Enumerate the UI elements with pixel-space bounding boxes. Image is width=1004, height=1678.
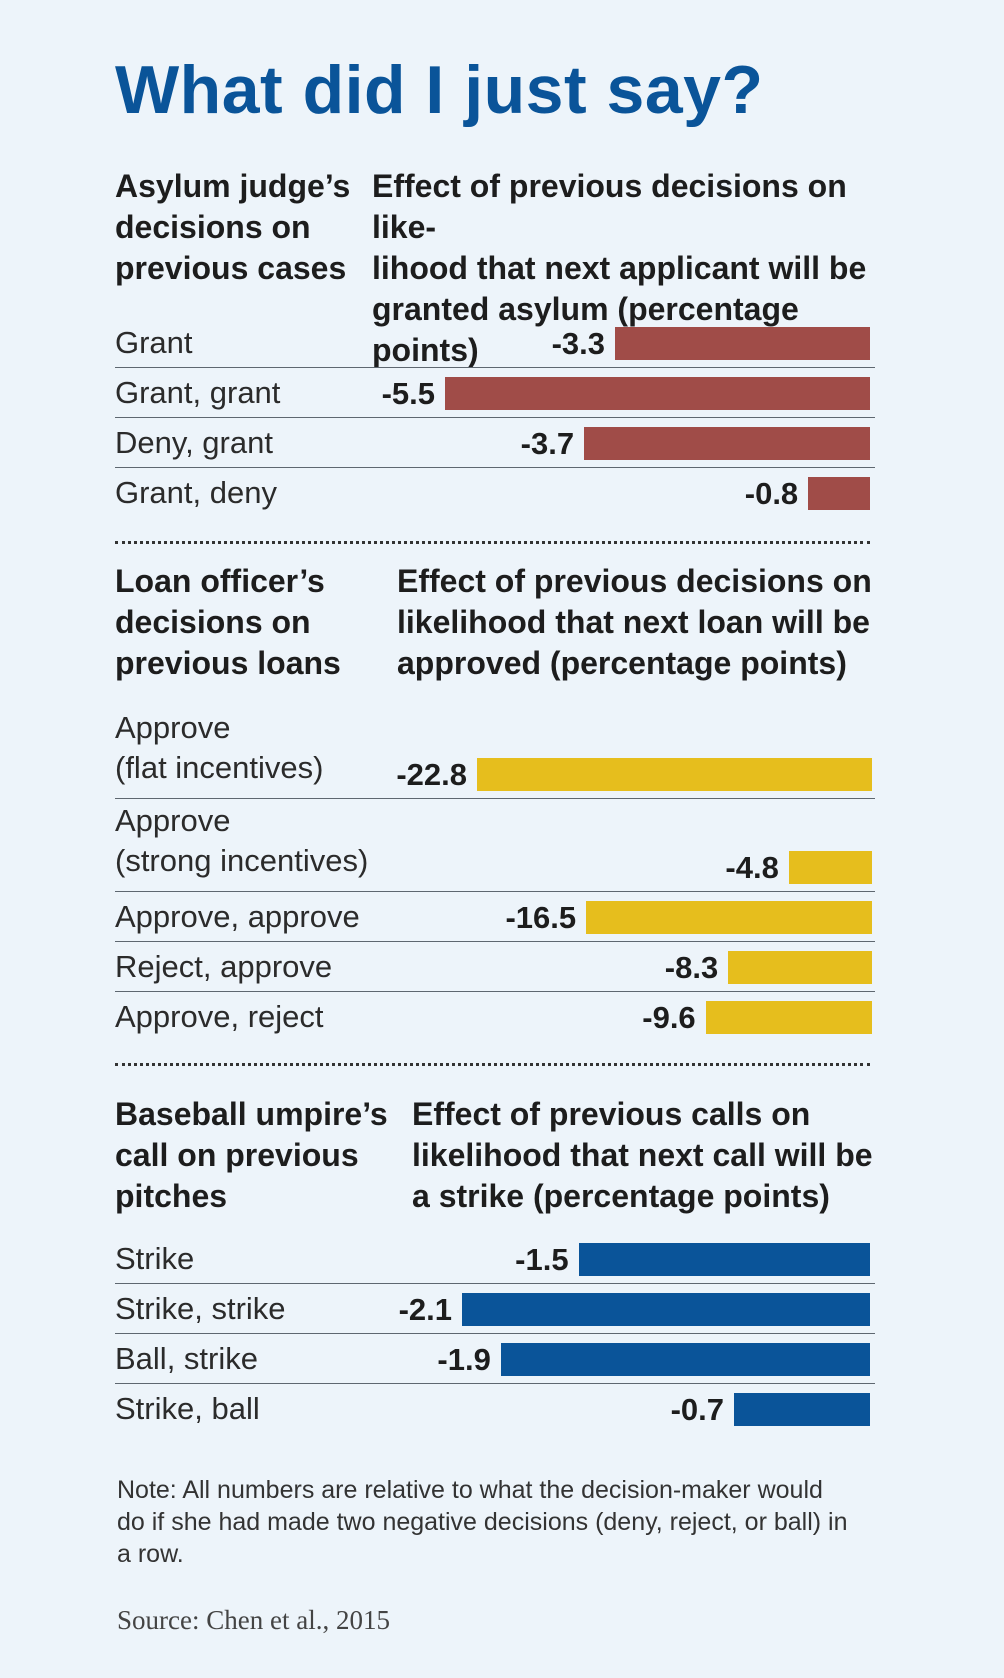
asylum-row-label: Grant, grant <box>115 375 281 410</box>
loan-value-label: -9.6 <box>642 1000 696 1035</box>
baseball-value-label: -2.1 <box>398 1292 452 1327</box>
baseball-row-label: Ball, strike <box>115 1341 258 1376</box>
loan-row: Approve (strong incentives) -4.8 <box>115 799 875 892</box>
baseball-bar <box>500 1343 870 1376</box>
baseball-bar <box>462 1293 870 1326</box>
baseball-row-label: Strike, strike <box>115 1291 286 1326</box>
asylum-right-header: Effect of previous decisions on like- li… <box>372 168 867 368</box>
loan-bar <box>728 951 872 984</box>
loan-row-label: Approve, reject <box>115 999 324 1034</box>
baseball-value-label: -1.5 <box>515 1242 569 1277</box>
asylum-row: Grant, deny -0.8 <box>115 468 875 518</box>
source-text: Source: Chen et al., 2015 <box>117 1605 390 1635</box>
loan-bar <box>477 758 872 791</box>
asylum-row-label: Deny, grant <box>115 425 273 460</box>
loan-right-header: Effect of previous decisions on likeliho… <box>397 563 872 681</box>
baseball-row-label: Strike, ball <box>115 1391 260 1426</box>
baseball-section: Baseball umpire’s call on previous pitch… <box>115 1094 875 1434</box>
baseball-row: Ball, strike -1.9 <box>115 1334 875 1384</box>
asylum-value-label: -0.8 <box>744 476 799 511</box>
asylum-row-label: Grant <box>115 325 193 360</box>
loan-section: Loan officer’s decisions on previous loa… <box>115 561 875 1041</box>
page-title: What did I just say? <box>115 52 764 128</box>
baseball-row-label: Strike <box>115 1241 195 1276</box>
loan-bar <box>788 851 872 884</box>
loan-row-label: Approve (strong incentives) <box>115 803 369 878</box>
loan-row: Approve, approve -16.5 <box>115 892 875 942</box>
loan-left-header: Loan officer’s decisions on previous loa… <box>115 563 341 681</box>
asylum-bar <box>445 377 870 410</box>
asylum-value-label: -5.5 <box>381 376 435 411</box>
loan-value-label: -16.5 <box>505 900 577 935</box>
asylum-bar-chart: Grant -3.3 Grant, grant -5.5 Deny, grant -3.7… <box>115 318 875 518</box>
loan-bar <box>705 1001 872 1034</box>
baseball-value-label: -0.7 <box>670 1392 724 1427</box>
asylum-row-label: Grant, deny <box>115 475 277 510</box>
loan-row: Approve (flat incentives) -22.8 <box>115 706 875 799</box>
baseball-right-header: Effect of previous calls on likelihood t… <box>412 1096 873 1214</box>
baseball-value-label: -1.9 <box>437 1342 491 1377</box>
asylum-row: Deny, grant -3.7 <box>115 418 875 468</box>
baseball-row: Strike, strike -2.1 <box>115 1284 875 1334</box>
asylum-row: Grant, grant -5.5 <box>115 368 875 418</box>
loan-bar <box>586 901 872 934</box>
baseball-row: Strike, ball -0.7 <box>115 1384 875 1434</box>
loan-value-label: -4.8 <box>725 850 779 885</box>
asylum-bar <box>584 427 870 460</box>
asylum-section: Asylum judge’s decisions on previous cas… <box>115 166 875 511</box>
asylum-value-label: -3.7 <box>520 426 575 461</box>
asylum-bar <box>808 477 870 510</box>
baseball-row: Strike -1.5 <box>115 1234 875 1284</box>
loan-value-label: -8.3 <box>664 950 719 985</box>
loan-row: Approve, reject -9.6 <box>115 992 875 1042</box>
asylum-value-label: -3.3 <box>551 326 605 361</box>
baseball-bar <box>578 1243 870 1276</box>
loan-value-label: -22.8 <box>396 757 467 792</box>
baseball-bar <box>734 1393 870 1426</box>
asylum-bar <box>615 327 870 360</box>
section-divider <box>115 541 870 544</box>
loan-bar-chart: Approve (flat incentives) -22.8 Approve (s… <box>115 706 875 1042</box>
note-text: Note: All numbers are relative to what t… <box>117 1476 848 1568</box>
asylum-left-header: Asylum judge’s decisions on previous cas… <box>115 168 351 286</box>
baseball-left-header: Baseball umpire’s call on previous pitch… <box>115 1096 388 1214</box>
asylum-row: Grant -3.3 <box>115 318 875 368</box>
loan-row-label: Approve, approve <box>115 899 360 934</box>
loan-row: Reject, approve -8.3 <box>115 942 875 992</box>
section-divider <box>115 1063 870 1066</box>
baseball-bar-chart: Strike -1.5 Strike, strike -2.1 Ball, strike… <box>115 1234 875 1434</box>
loan-row-label: Reject, approve <box>115 949 333 984</box>
loan-row-label: Approve (flat incentives) <box>115 710 324 785</box>
